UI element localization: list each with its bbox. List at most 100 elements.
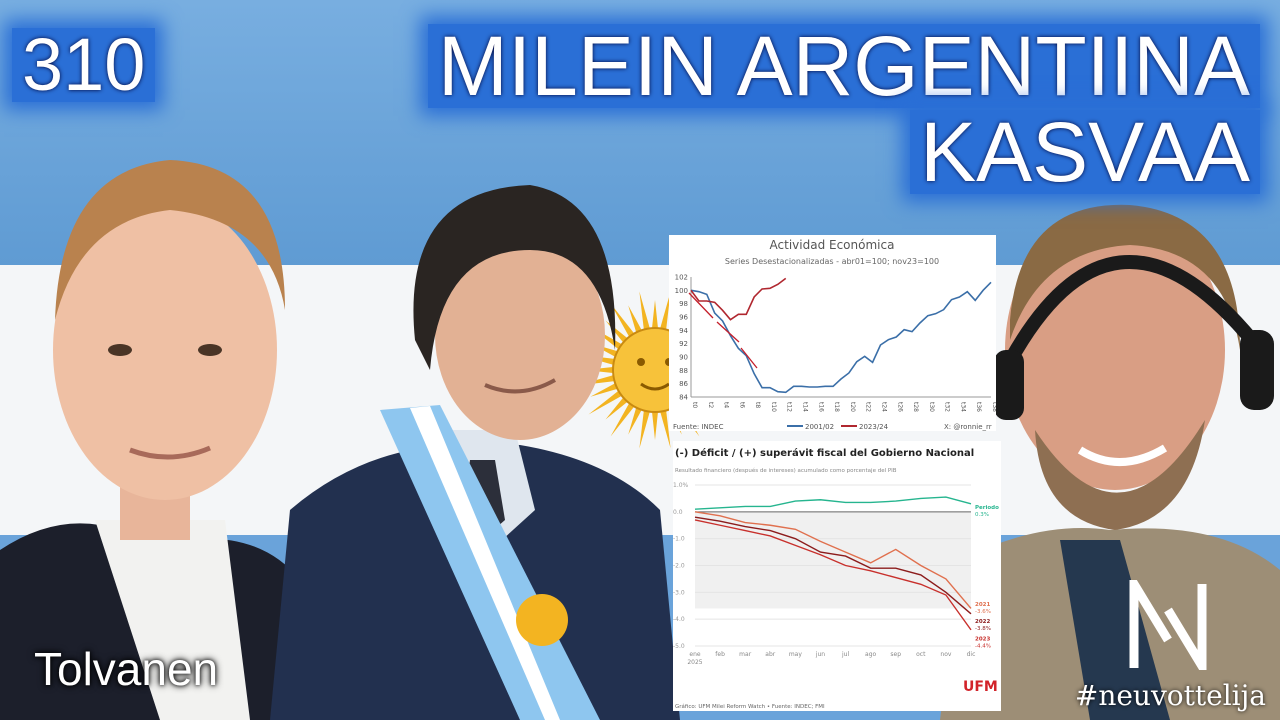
legend-2001: 2001/02 xyxy=(805,423,834,431)
x-tick-label: t8 xyxy=(754,402,761,408)
chart-source: Fuente: INDEC xyxy=(673,423,724,431)
chart-subtitle: Series Desestacionalizadas - abr01=100; … xyxy=(725,257,939,266)
x-tick-label: t34 xyxy=(959,402,966,412)
x-tick-label: t0 xyxy=(691,402,698,408)
x-tick-label: ago xyxy=(865,651,876,658)
series-end-value: -3.6% xyxy=(975,609,991,615)
y-tick-label: 100 xyxy=(675,287,688,295)
y-tick-label: 84 xyxy=(679,394,688,402)
x-tick-label: ene xyxy=(689,651,700,658)
series-label: 2021 xyxy=(975,602,990,608)
fiscal-balance-chart: (-) Déficit / (+) superávit fiscal del G… xyxy=(673,441,1001,711)
y-tick-label: 88 xyxy=(679,367,688,375)
x-tick-label: may xyxy=(789,651,803,658)
series-label: 2023 xyxy=(975,637,990,643)
y-tick-label: -2.0 xyxy=(673,563,685,570)
chart-subtitle: Resultado financiero (después de interes… xyxy=(675,467,897,474)
y-tick-label: 94 xyxy=(679,327,688,335)
annotation-arrow xyxy=(688,292,714,319)
episode-number: 310 xyxy=(12,28,156,102)
chart-title: (-) Déficit / (+) superávit fiscal del G… xyxy=(675,447,974,459)
x-tick-label: t38 xyxy=(991,402,996,412)
x-tick-label: t22 xyxy=(865,402,872,412)
x-tick-label: jun xyxy=(815,651,825,658)
economic-activity-chart: Actividad Económica Series Desestacional… xyxy=(669,235,996,431)
x-tick-label: t6 xyxy=(738,402,745,408)
legend-2023: 2023/24 xyxy=(859,423,889,431)
sun-ray xyxy=(651,300,659,331)
x-tick-label: abr xyxy=(765,651,775,658)
series-line-2022 xyxy=(694,516,972,615)
y-tick-label: 86 xyxy=(679,380,688,388)
annotation-arrow xyxy=(716,321,740,343)
title-line-1: MILEIN ARGENTIINA xyxy=(427,24,1260,108)
x-tick-label: dic xyxy=(967,651,976,658)
y-tick-label: 98 xyxy=(679,300,688,308)
y-tick-label: 96 xyxy=(679,314,688,322)
chart-title: Actividad Económica xyxy=(770,238,895,252)
x-tick-label: t28 xyxy=(912,402,919,412)
series-line-2001/02 xyxy=(690,281,992,394)
y-tick-label: 102 xyxy=(675,274,688,282)
series-end-value: 0.3% xyxy=(975,512,989,518)
chart-credit: X: @ronnie_rr xyxy=(944,423,992,431)
sun-ray xyxy=(651,409,659,440)
x-tick-label: t4 xyxy=(723,402,730,408)
neuvottelija-logo xyxy=(1129,580,1207,670)
x-tick-label: t12 xyxy=(786,402,793,412)
x-tick-label: mar xyxy=(739,651,752,658)
y-tick-label: -1.0 xyxy=(673,536,685,543)
x-tick-label: t32 xyxy=(944,402,951,412)
sun-ray xyxy=(659,408,671,449)
series-end-value: -4.4% xyxy=(975,644,991,650)
sun-ray xyxy=(590,382,620,397)
sun-ray xyxy=(639,291,651,332)
x-tick-label: t14 xyxy=(802,402,809,412)
x-tick-label: t26 xyxy=(896,402,903,412)
host-photo xyxy=(940,204,1280,720)
x-tick-label: sep xyxy=(890,651,901,658)
y-tick-label: 90 xyxy=(679,354,688,362)
x-tick-label: t16 xyxy=(817,402,824,412)
series-line-2023/24 xyxy=(690,277,787,321)
x-tick-label: t30 xyxy=(928,402,935,412)
series-line-2023 xyxy=(694,519,972,631)
x-tick-label: feb xyxy=(715,651,725,658)
ufm-logo: UFM xyxy=(963,679,998,695)
x-tick-label: t24 xyxy=(880,402,887,412)
guest-photo-tolvanen xyxy=(0,160,300,720)
hashtag: #neuvottelija xyxy=(1074,679,1266,712)
y-tick-label: -3.0 xyxy=(673,589,685,596)
x-tick-label: t2 xyxy=(707,402,714,408)
x-tick-label: jul xyxy=(841,651,849,658)
x-tick-label: t36 xyxy=(975,402,982,412)
chart-source: Gráfico: UFM Milei Reform Watch • Fuente… xyxy=(675,703,825,710)
x-tick-label: nov xyxy=(940,651,951,658)
sun-ray xyxy=(610,401,636,437)
x-tick-label: t20 xyxy=(849,402,856,412)
sun-ray xyxy=(639,408,651,449)
x-tick-label: t18 xyxy=(833,402,840,412)
y-tick-label: -4.0 xyxy=(673,616,685,623)
y-tick-label: 92 xyxy=(679,340,688,348)
x-tick-label: t10 xyxy=(770,402,777,412)
sun-ray xyxy=(588,389,624,415)
series-end-value: -3.8% xyxy=(975,626,991,632)
guest-name: Tolvanen xyxy=(34,643,219,695)
y-tick-label: 1.0% xyxy=(673,482,689,489)
annotation-arrow xyxy=(740,347,758,369)
sun-ray xyxy=(628,405,643,435)
x-sub-label: 2025 xyxy=(687,659,702,666)
sun-ray xyxy=(659,291,671,332)
series-line-Periodo Milei (2024) xyxy=(694,496,972,510)
x-tick-label: oct xyxy=(916,651,926,658)
title-line-2: KASVAA xyxy=(910,110,1260,194)
sun-ray xyxy=(628,305,643,335)
y-tick-label: -5.0 xyxy=(673,643,685,650)
y-tick-label: 0.0 xyxy=(673,509,683,516)
sun-ray xyxy=(610,303,636,339)
series-label: 2022 xyxy=(975,619,990,625)
sun-ray xyxy=(605,395,630,420)
javier-milei-photo xyxy=(270,185,680,720)
series-label: Periodo Milei (2024) xyxy=(975,505,1001,511)
